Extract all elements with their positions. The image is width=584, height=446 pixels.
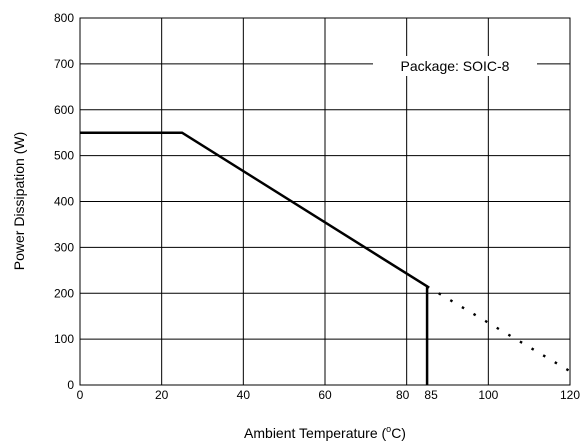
x-tick-label-120: 120 [560,388,580,402]
x-tick-label-85: 85 [424,388,438,402]
y-tick-label-100: 100 [54,332,74,346]
x-axis-title: Ambient Temperature (oC) [244,424,406,441]
x-tick-label-80: 80 [396,388,410,402]
x-tick-label-60: 60 [318,388,332,402]
x-axis-title-main: Ambient Temperature ( [244,425,386,441]
package-annotation: Package: SOIC-8 [401,58,510,74]
annotation-background [373,56,537,76]
y-tick-label-200: 200 [54,286,74,300]
plot-frame [79,17,571,386]
y-tick-label-400: 400 [54,195,74,209]
x-axis-title-degree: o [386,424,391,434]
y-tick-label-500: 500 [54,149,74,163]
tick-labels: 0 100 200 300 400 500 600 700 800 0 20 40 60 80 85 100 1… [54,11,580,402]
grid [80,18,570,385]
series [80,131,571,385]
y-axis-title: Power Dissipation (W) [11,132,27,270]
x-tick-label-0: 0 [77,388,84,402]
y-tick-label-300: 300 [54,240,74,254]
y-tick-label-0: 0 [67,378,74,392]
x-tick-label-40: 40 [237,388,251,402]
x-axis-title-unit: C) [391,425,406,441]
y-tick-label-700: 700 [54,57,74,71]
series-line-extrapolated [426,285,571,373]
series-line-rated [80,131,429,385]
y-tick-label-600: 600 [54,103,74,117]
y-tick-label-800: 800 [54,11,74,25]
x-tick-label-100: 100 [478,388,498,402]
x-tick-label-20: 20 [155,388,169,402]
